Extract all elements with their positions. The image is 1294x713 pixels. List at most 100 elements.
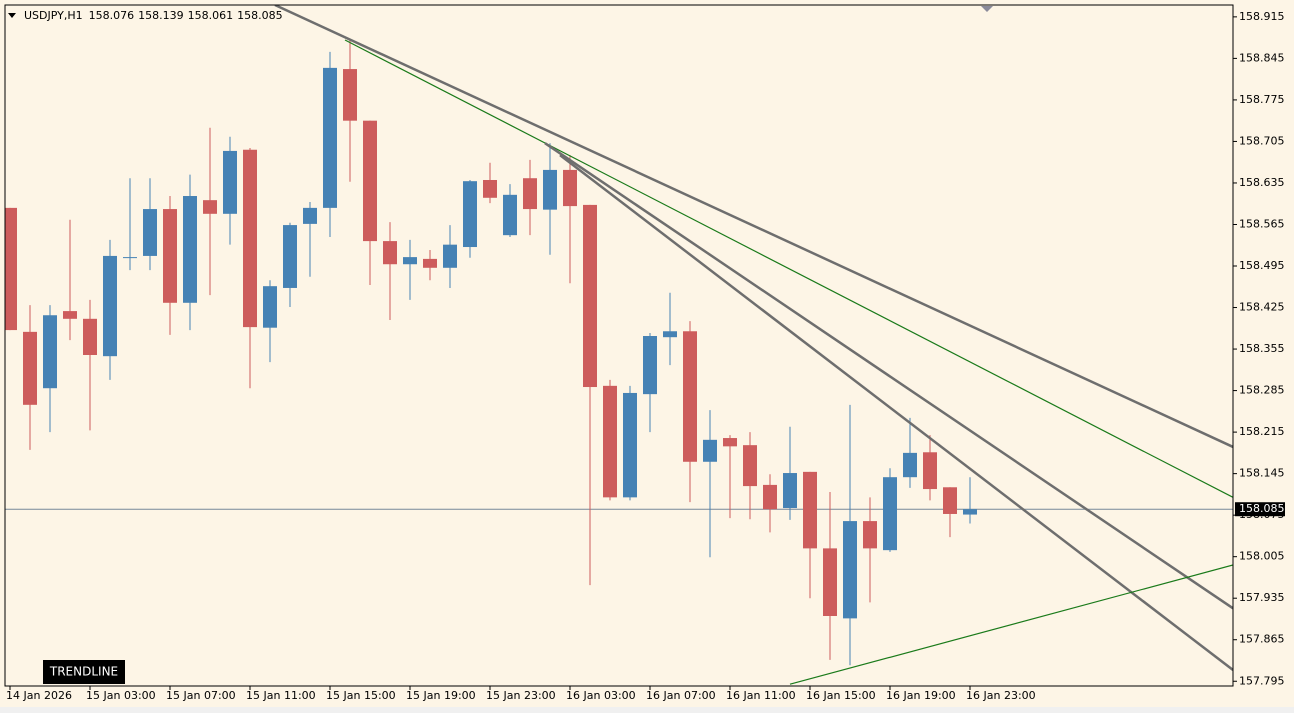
candle-body [703, 439, 717, 462]
candle-body [783, 473, 797, 509]
x-tick-label: 15 Jan 15:00 [326, 689, 396, 702]
header-low: 158.061 [188, 9, 234, 22]
candle-body [883, 477, 897, 551]
candle-body [903, 452, 917, 478]
candle-body [263, 286, 277, 328]
y-tick-label: 158.145 [1239, 467, 1285, 480]
y-tick-label: 158.285 [1239, 384, 1285, 397]
shift-marker [981, 6, 993, 12]
y-tick-label: 157.865 [1239, 633, 1285, 646]
y-tick-label: 158.845 [1239, 51, 1285, 64]
candle-body [5, 207, 17, 331]
candle-body [683, 331, 697, 462]
candle-body [583, 204, 597, 388]
candle-body [563, 169, 577, 207]
header-close: 158.085 [237, 9, 283, 22]
candle-body [623, 392, 637, 498]
header-open: 158.076 [89, 9, 135, 22]
candle-body [43, 315, 57, 389]
x-tick-label: 16 Jan 11:00 [726, 689, 796, 702]
x-tick-label: 15 Jan 11:00 [246, 689, 316, 702]
axes: 158.915 158.845 158.775 158.705 158.635 158.5… [6, 10, 1285, 702]
x-tick-label: 15 Jan 23:00 [486, 689, 556, 702]
y-tick-label: 158.005 [1239, 550, 1285, 563]
candle-body [763, 484, 777, 510]
candle-body [143, 209, 157, 256]
candle-body [423, 258, 437, 268]
candle-body [963, 509, 977, 515]
x-tick-label: 15 Jan 07:00 [166, 689, 236, 702]
candle-body [603, 385, 617, 498]
price-box-label: 158.085 [1239, 502, 1285, 515]
candle-body [163, 209, 177, 303]
candle-body [463, 181, 477, 248]
y-tick-label: 158.705 [1239, 134, 1285, 147]
menu-arrow [8, 13, 16, 18]
candle-body [363, 120, 377, 242]
header-high: 158.139 [138, 9, 184, 22]
candle-body [443, 244, 457, 268]
candle-body [803, 471, 817, 549]
candle-body [843, 521, 857, 619]
price-box [1235, 502, 1285, 517]
trendline-label[interactable]: TRENDLINE [49, 665, 118, 679]
symbol: USDJPY,H1 [24, 9, 83, 22]
candle-body [523, 178, 537, 210]
candle-body [183, 196, 197, 303]
x-tick-label: 14 Jan 2026 [6, 689, 72, 702]
candle-body [723, 438, 737, 447]
candle-body [643, 336, 657, 395]
plot-frame [4, 4, 1234, 687]
candle-body [303, 207, 317, 224]
trendline [789, 564, 1233, 685]
candle-body [223, 150, 237, 214]
candle-body [543, 169, 557, 210]
candle-body [743, 445, 757, 487]
candle-body [323, 67, 337, 208]
trendline [274, 5, 1233, 449]
candle-body [923, 452, 937, 490]
candle-body [123, 257, 137, 259]
x-tick-label: 16 Jan 19:00 [886, 689, 956, 702]
candle-body [83, 318, 97, 355]
y-tick-label: 158.215 [1239, 425, 1285, 438]
candle-body [943, 487, 957, 514]
candle-body [483, 179, 497, 198]
y-tick-label: 158.565 [1239, 217, 1285, 230]
candle-body [243, 149, 257, 328]
x-tick-label: 16 Jan 03:00 [566, 689, 636, 702]
candle-body [823, 548, 837, 617]
y-tick-label: 158.635 [1239, 176, 1285, 189]
candle-body [283, 225, 297, 288]
trendline [544, 142, 1233, 610]
y-tick-label: 157.935 [1239, 591, 1285, 604]
plot-area [5, 5, 1233, 685]
x-tick-label: 15 Jan 19:00 [406, 689, 476, 702]
trendline-button[interactable] [43, 660, 125, 684]
y-tick-label: 158.425 [1239, 301, 1285, 314]
trendline [344, 39, 1233, 498]
y-tick-label: 158.355 [1239, 342, 1285, 355]
y-tick-label: 158.915 [1239, 10, 1285, 23]
x-tick-label: 15 Jan 03:00 [86, 689, 156, 702]
candle-body [63, 311, 77, 319]
candle-body [863, 521, 877, 549]
trendline [559, 154, 1233, 671]
x-tick-label: 16 Jan 07:00 [646, 689, 716, 702]
x-tick-label: 16 Jan 23:00 [966, 689, 1036, 702]
candle-body [203, 200, 217, 214]
candle-body [23, 331, 37, 405]
x-tick-label: 16 Jan 15:00 [806, 689, 876, 702]
candle-body [103, 255, 117, 357]
candle-body [503, 194, 517, 236]
candle-body [383, 241, 397, 265]
candle-body [403, 257, 417, 265]
candle-body [663, 331, 677, 338]
y-tick-label: 158.775 [1239, 93, 1285, 106]
candle-body [343, 69, 357, 121]
y-tick-label: 158.495 [1239, 259, 1285, 272]
header: USDJPY,H1 158.076 158.139 158.061 158.085 [24, 9, 283, 22]
y-tick-label: 157.795 [1239, 674, 1285, 687]
